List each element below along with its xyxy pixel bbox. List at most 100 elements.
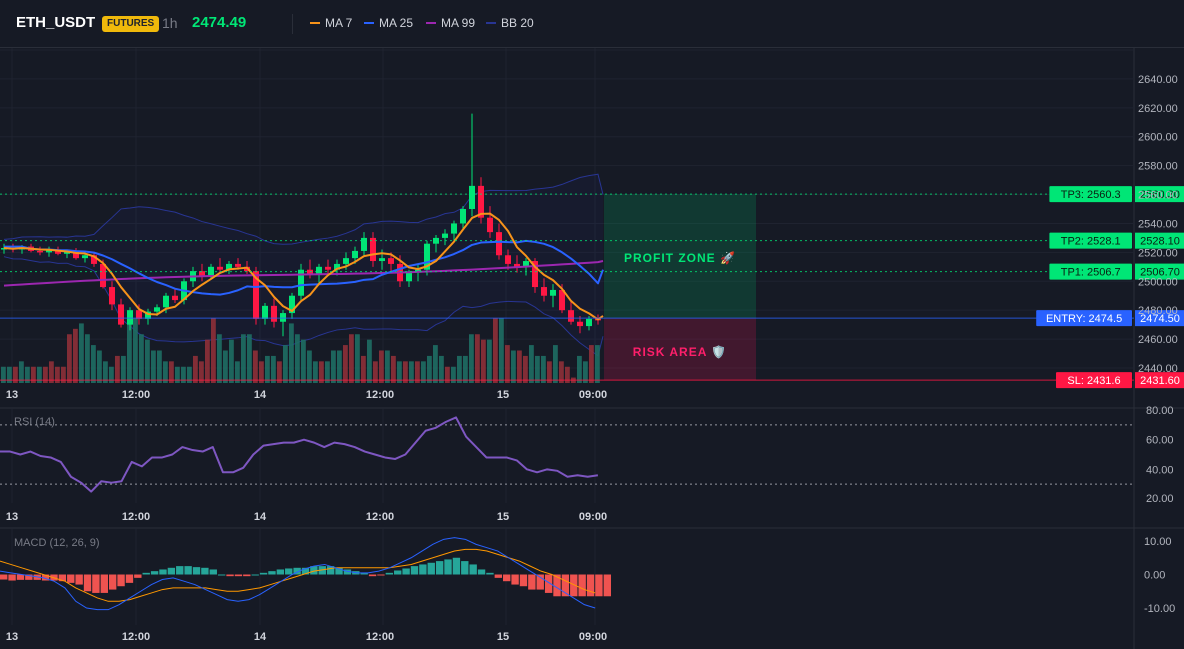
volume-bar — [397, 361, 402, 383]
volume-bar — [439, 355, 444, 383]
volume-bar — [283, 345, 288, 383]
candle-body — [424, 243, 430, 270]
volume-bar — [529, 345, 534, 383]
level-value: 2506.70 — [1140, 267, 1180, 279]
time-tick: 12:00 — [366, 511, 394, 523]
legend-ma99[interactable]: MA 99 — [426, 16, 475, 30]
legend-ma25[interactable]: MA 25 — [364, 16, 413, 30]
macd-histogram-bar — [519, 574, 528, 587]
price-tick: 2640.00 — [1138, 74, 1178, 86]
macd-histogram-bar — [268, 571, 276, 575]
trade-levels: 2560.30 TP3: 2560.3 2528.10 TP2: 2528.1 2506… — [0, 186, 1184, 389]
time-tick: 14 — [254, 511, 267, 523]
volume-bar — [499, 318, 504, 383]
macd-histogram-bar — [150, 571, 159, 575]
time-tick: 15 — [497, 511, 509, 523]
macd-histogram-bar — [595, 574, 603, 597]
price-tick: 2600.00 — [1138, 132, 1178, 144]
futures-badge: FUTURES — [102, 16, 160, 32]
macd-histogram-bar — [276, 569, 285, 575]
candle-body — [577, 321, 583, 327]
volume-bar — [55, 366, 60, 383]
candle-body — [325, 266, 331, 270]
volume-bar — [481, 339, 486, 383]
candle-body — [271, 305, 277, 322]
volume-bar — [289, 323, 294, 383]
candle-body — [46, 249, 52, 253]
volume-bar — [43, 366, 48, 383]
macd-histogram-bar — [310, 566, 318, 575]
candle-body — [514, 263, 520, 267]
level-tag: TP1: 2506.7 — [1061, 267, 1121, 279]
macd-histogram-bar — [511, 574, 519, 585]
candle-body — [532, 261, 538, 288]
legend-ma7[interactable]: MA 7 — [310, 16, 352, 30]
candle-body — [505, 255, 511, 264]
level-tag-box — [1056, 372, 1132, 389]
candle-body — [109, 287, 115, 305]
candle-body — [262, 305, 268, 319]
level-value-box — [1135, 186, 1184, 203]
candle-body — [73, 250, 79, 259]
legend-swatch — [310, 22, 320, 24]
macd-histogram-bar — [184, 566, 192, 575]
interval-selector[interactable]: 1h — [162, 15, 178, 31]
macd-histogram-bar — [486, 572, 494, 575]
level-value: 2528.10 — [1140, 236, 1180, 248]
volume-bar — [331, 350, 336, 383]
volume-bar — [277, 361, 282, 383]
volume-bar — [421, 361, 426, 383]
rsi-line — [0, 416, 599, 493]
macd-histogram-bar — [41, 574, 50, 581]
time-tick: 15 — [497, 389, 509, 401]
legend-bb20[interactable]: BB 20 — [486, 16, 534, 30]
candle-body — [523, 261, 529, 267]
macd-tick: 10.00 — [1144, 536, 1172, 548]
candle-body — [289, 295, 295, 314]
volume-bars — [1, 318, 600, 383]
time-tick: 13 — [6, 511, 18, 523]
volume-bar — [445, 366, 450, 383]
price-axis[interactable]: 2640.00 2620.00 2600.00 2580.00 2560.00 2540.… — [1138, 74, 1178, 375]
header-divider — [292, 14, 293, 34]
volume-bar — [139, 334, 144, 383]
candle-body — [550, 289, 556, 296]
macd-histogram-bar — [125, 574, 134, 583]
volume-bar — [295, 334, 300, 383]
macd-histogram-bar — [234, 574, 243, 577]
volume-bar — [163, 361, 168, 383]
macd-histogram-bar — [159, 569, 167, 575]
time-axis: 13 12:00 14 12:00 15 09:00 13 12:00 14 12:00 15 09:… — [6, 389, 607, 643]
macd-histogram-bar — [108, 574, 117, 590]
volume-bar — [145, 339, 150, 383]
macd-histogram-bar — [477, 569, 486, 575]
volume-bar — [493, 318, 498, 383]
volume-bar — [391, 355, 396, 383]
macd-histogram-bar — [58, 574, 67, 582]
time-tick: 09:00 — [579, 631, 607, 643]
candle-body — [568, 310, 574, 322]
candle-body — [586, 318, 592, 327]
volume-bar — [115, 355, 120, 383]
volume-bar — [319, 361, 324, 383]
volume-bar — [19, 361, 24, 383]
volume-bar — [463, 355, 468, 383]
volume-bar — [523, 355, 528, 383]
volume-bar — [25, 366, 30, 383]
macd-histogram-bar — [217, 574, 226, 576]
candle-body — [442, 233, 448, 238]
rsi-pane: RSI (14) 80.00 60.00 40.00 20.00 — [0, 405, 1174, 505]
volume-bar — [97, 350, 102, 383]
symbol-name[interactable]: ETH_USDT — [16, 14, 96, 31]
macd-histogram-bar — [326, 566, 335, 575]
candle-body — [334, 263, 340, 270]
volume-bar — [103, 361, 108, 383]
price-tick: 2440.00 — [1138, 363, 1178, 375]
candle-body — [154, 307, 160, 312]
candle-body — [217, 266, 223, 270]
level-tag: ENTRY: 2474.5 — [1046, 313, 1122, 325]
price-tick: 2520.00 — [1138, 247, 1178, 259]
candle-body — [235, 263, 241, 267]
price-tick: 2460.00 — [1138, 334, 1178, 346]
